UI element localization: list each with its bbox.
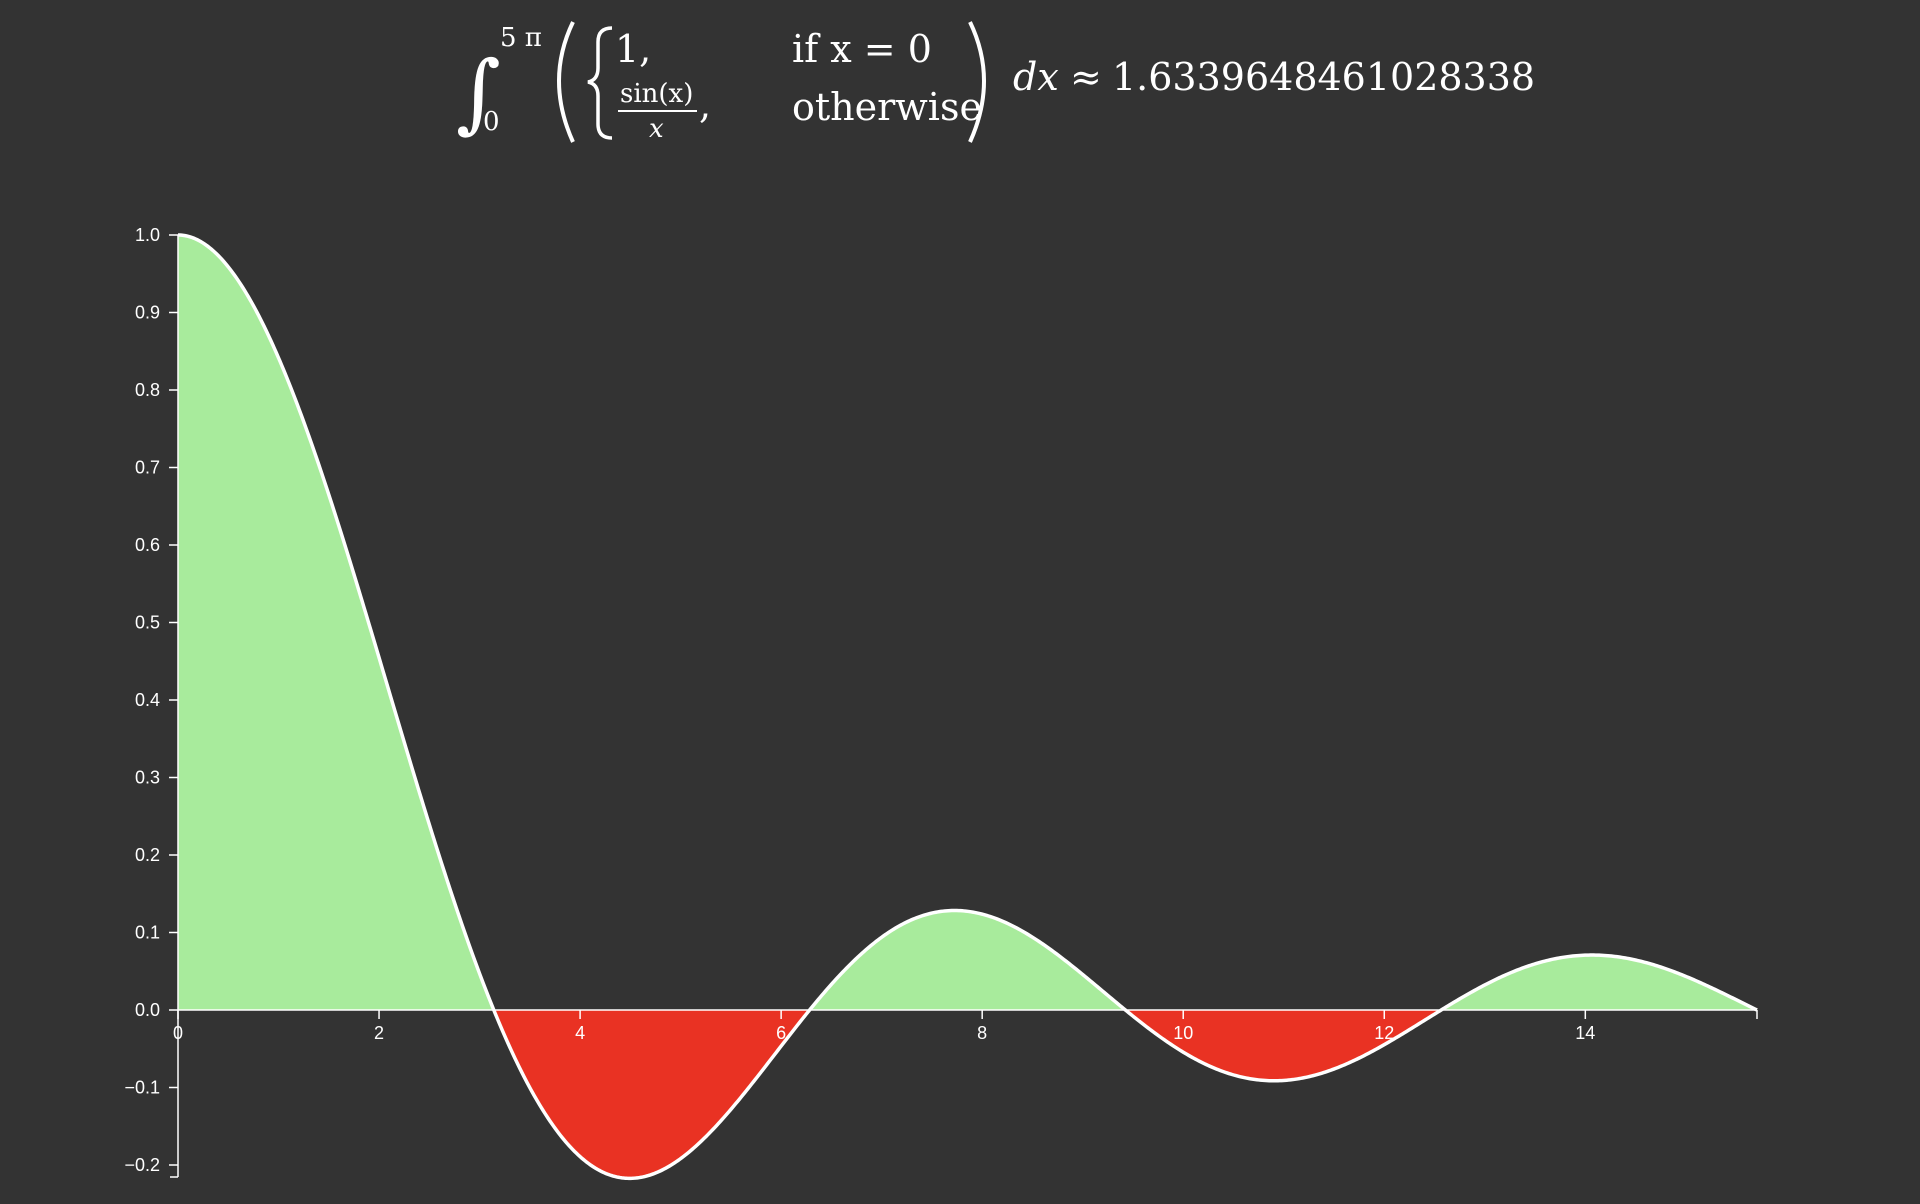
case2-condition: otherwise: [792, 85, 982, 129]
y-tick-label-0: 1.0: [135, 225, 160, 245]
sinc-curve-line: [177, 233, 1758, 1181]
y-tick-label-5: 0.5: [135, 613, 160, 633]
integral-sign: ∫: [456, 43, 501, 143]
y-tick-label-11: −0.1: [124, 1078, 160, 1098]
axes: 0 2 4 6 8 10 12 14 1.0 0.9 0.8 0.7 0.6 0.5 0.4 0.3 0.2 0.…: [124, 225, 1758, 1178]
y-tick-label-8: 0.2: [135, 845, 160, 865]
left-paren: [557, 21, 575, 143]
approx-sign: ≈: [1070, 55, 1102, 99]
x-tick-label-14: 14: [1575, 1023, 1595, 1043]
case1-value: 1,: [615, 27, 651, 71]
x-tick-label-0: 0: [173, 1023, 183, 1043]
differential: dx: [1013, 55, 1059, 99]
y-tick-label-6: 0.4: [135, 690, 160, 710]
right-paren: [968, 21, 986, 143]
y-tick-label-1: 0.9: [135, 303, 160, 323]
area-region-3-positive: [809, 910, 1126, 1010]
y-tick-label-12: −0.2: [124, 1155, 160, 1175]
curve-layer: [177, 233, 1758, 1181]
case2-denominator: x: [649, 114, 664, 144]
area-region-5-positive: [1441, 955, 1757, 1010]
y-tick-label-4: 0.6: [135, 535, 160, 555]
x-tick-label-6: 6: [776, 1023, 786, 1043]
integral-formula: ∫ 5 π 0 1, if x = 0 sin(x) x , otherwise…: [456, 21, 1535, 144]
y-tick-label-3: 0.7: [135, 458, 160, 478]
x-tick-label-12: 12: [1374, 1023, 1394, 1043]
case1-condition: if x = 0: [792, 27, 932, 71]
x-tick-label-8: 8: [977, 1023, 987, 1043]
y-tick-label-7: 0.3: [135, 768, 160, 788]
y-tick-label-2: 0.8: [135, 380, 160, 400]
area-region-1-positive: [178, 235, 494, 1010]
y-tick-label-10: 0.0: [135, 1000, 160, 1020]
area-regions: [178, 235, 1757, 1179]
x-tick-label-10: 10: [1173, 1023, 1193, 1043]
case2-numerator: sin(x): [620, 79, 693, 109]
area-region-2-negative: [493, 1010, 810, 1179]
upper-limit: 5 π: [500, 23, 542, 53]
case2-comma: ,: [699, 83, 711, 127]
integral-result: 1.6339648461028338: [1112, 55, 1535, 99]
y-tick-label-9: 0.1: [135, 923, 160, 943]
lower-limit: 0: [483, 107, 500, 137]
x-tick-label-2: 2: [374, 1023, 384, 1043]
left-brace: [587, 26, 613, 140]
x-tick-label-4: 4: [575, 1023, 585, 1043]
